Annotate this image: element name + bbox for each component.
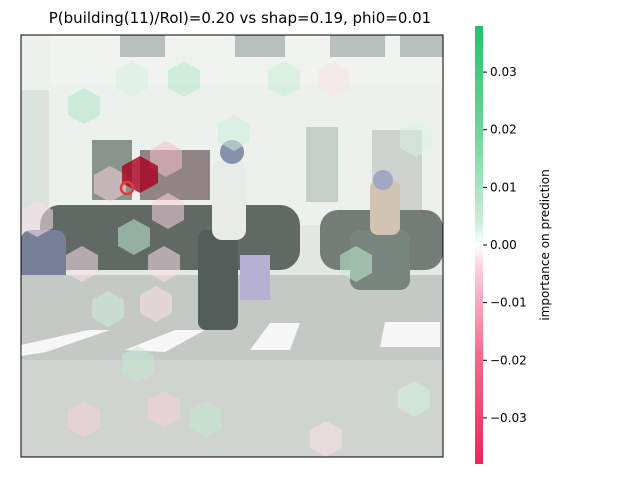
- colorbar-ticks: −0.03 −0.02 −0.01 0.00 0.01 0.02 0.03: [483, 65, 527, 425]
- hex-cell: [340, 246, 372, 282]
- hex-cell: [94, 166, 126, 202]
- hex-cell: [21, 201, 53, 237]
- colorbar-label: importance on prediction: [538, 169, 552, 320]
- roi-marker: [119, 180, 135, 196]
- hex-cell: [168, 61, 200, 97]
- hex-cell: [122, 346, 154, 382]
- hex-cell: [268, 61, 300, 97]
- hex-cell: [398, 381, 430, 417]
- hex-cell: [318, 61, 350, 97]
- hex-cell: [118, 219, 150, 255]
- hex-cell: [218, 115, 250, 151]
- hex-cell: [68, 88, 100, 124]
- colorbar-tick-label: 0.03: [490, 65, 517, 79]
- hex-cell: [190, 401, 222, 437]
- hex-cell: [66, 246, 98, 282]
- heatmap-cells: [21, 61, 432, 457]
- hex-cell: [68, 401, 100, 437]
- colorbar-tick-label: −0.03: [490, 411, 527, 425]
- chart-title: P(building(11)/RoI)=0.20 vs shap=0.19, p…: [48, 9, 432, 27]
- hex-cell: [116, 61, 148, 97]
- colorbar-tick-label: −0.02: [490, 353, 527, 367]
- hex-cell: [92, 291, 124, 327]
- hex-cell: [310, 421, 342, 457]
- colorbar: [475, 26, 483, 464]
- colorbar-tick-label: 0.00: [490, 238, 517, 252]
- hex-cell: [400, 121, 432, 157]
- hex-cell: [148, 246, 180, 282]
- hex-cell: [148, 391, 180, 427]
- colorbar-tick-label: −0.01: [490, 296, 527, 310]
- hex-cell: [152, 193, 184, 229]
- plot-frame: [20, 34, 444, 458]
- hex-cell: [140, 286, 172, 322]
- colorbar-tick-label: 0.01: [490, 180, 517, 194]
- colorbar-tick-label: 0.02: [490, 123, 517, 137]
